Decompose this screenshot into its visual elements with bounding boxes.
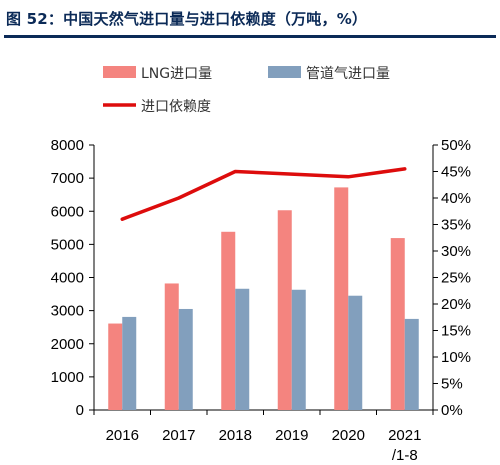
legend-label: LNG进口量 — [141, 66, 212, 82]
bar-lng-2018 — [221, 231, 236, 410]
y-right-tick-label: 50% — [441, 137, 471, 154]
bar-lng-2020 — [334, 187, 349, 410]
bars — [108, 187, 419, 410]
bar-pipeline-2017 — [178, 308, 193, 410]
legend-swatch — [268, 66, 301, 78]
y-left-tick-label: 8000 — [51, 137, 84, 154]
y-right-tick-label: 45% — [441, 164, 471, 181]
bar-pipeline-2018 — [235, 288, 250, 410]
bar-pipeline-2016 — [122, 316, 137, 410]
dependency-line — [120, 167, 407, 221]
y-right-tick-label: 25% — [441, 270, 471, 287]
y-left-tick-label: 2000 — [51, 336, 84, 353]
legend-label: 管道气进口量 — [306, 66, 390, 82]
y-right-tick-label: 5% — [441, 376, 463, 393]
bar-pipeline-2020 — [348, 295, 363, 410]
bar-pipeline-2021 — [404, 318, 419, 410]
tick-labels: 0 1000 2000 3000 4000 5000 6000 7000 8000 0% 5% 10%… — [51, 137, 471, 464]
y-right-tick-label: 20% — [441, 296, 471, 313]
y-right-tick-label: 30% — [441, 243, 471, 260]
y-right-tick-label: 40% — [441, 190, 471, 207]
x-tick-label: 2018 — [219, 427, 252, 444]
bar-lng-2021 — [390, 238, 405, 410]
bar-lng-2016 — [108, 323, 123, 410]
x-tick-label: 2019 — [275, 427, 308, 444]
y-left-tick-label: 4000 — [51, 270, 84, 287]
bar-lng-2019 — [277, 210, 292, 410]
legend-label: 进口依赖度 — [141, 99, 211, 115]
x-tick-sublabel: /1-8 — [392, 447, 418, 464]
x-tick-label: 2021 — [388, 427, 421, 444]
title-rule — [4, 35, 496, 38]
x-tick-label: 2020 — [332, 427, 365, 444]
line-series-dependency — [120, 167, 407, 221]
figure-title: 图 52：中国天然气进口量与进口依赖度（万吨，%） — [6, 10, 368, 28]
x-tick-label: 2017 — [162, 427, 195, 444]
y-left-tick-label: 1000 — [51, 369, 84, 386]
y-left-tick-label: 5000 — [51, 236, 84, 253]
y-left-tick-label: 6000 — [51, 203, 84, 220]
y-right-tick-label: 0% — [441, 402, 463, 419]
bar-pipeline-2019 — [291, 289, 306, 410]
axes — [89, 144, 438, 415]
y-right-tick-label: 15% — [441, 323, 471, 340]
y-left-tick-label: 0 — [76, 402, 84, 419]
y-right-tick-label: 10% — [441, 349, 471, 366]
legend-swatch — [103, 66, 136, 78]
y-right-tick-label: 35% — [441, 217, 471, 234]
x-tick-label: 2016 — [106, 427, 139, 444]
y-left-tick-label: 3000 — [51, 303, 84, 320]
y-left-tick-label: 7000 — [51, 170, 84, 187]
bar-lng-2017 — [164, 283, 179, 410]
